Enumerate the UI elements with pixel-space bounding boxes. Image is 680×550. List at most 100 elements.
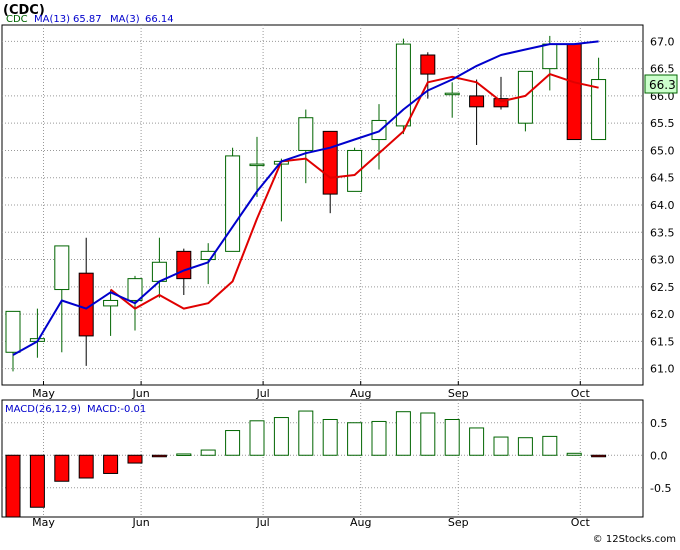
price-x-axis: May Jun Jul Aug Sep Oct	[32, 387, 590, 400]
candle-body	[591, 79, 607, 141]
candle-up	[371, 104, 387, 170]
candle-up	[249, 136, 265, 197]
legend-symbol: CDC	[6, 14, 28, 25]
macd-bar-negative	[78, 454, 94, 479]
macd-bar-positive	[371, 420, 387, 456]
candle-up	[517, 70, 533, 132]
price-y-tick-label: 63.5	[650, 226, 675, 239]
candle-body	[542, 43, 558, 70]
macd-panel-frame	[1, 399, 644, 518]
candle-up	[347, 147, 363, 192]
price-grid	[2, 25, 643, 385]
candle-up	[395, 38, 411, 135]
macd-bar-positive	[298, 410, 314, 456]
last-price-tag-label: 66.3	[649, 78, 676, 92]
macd-bar-positive	[200, 449, 216, 456]
price-x-tick-label: Aug	[350, 387, 371, 400]
macd-panel: 0.5 0.0 -0.5 May Jun Jul Aug Sep Oct MACD(26,12…	[1, 399, 671, 529]
price-y-tick-label: 65.5	[650, 117, 675, 130]
legend-ma3-label: MA(3)	[110, 14, 140, 25]
chart-title: (CDC)	[3, 3, 45, 18]
macd-bar-positive	[566, 452, 582, 456]
macd-bar-positive	[517, 437, 533, 456]
candle-body	[54, 245, 70, 291]
price-y-tick-label: 66.5	[650, 63, 675, 76]
legend-ma3-value: 66.14	[145, 14, 174, 25]
price-y-tick-label: 61.5	[650, 335, 675, 348]
macd-bar-positive	[322, 419, 338, 456]
watermark: © 12Stocks.com	[593, 534, 676, 545]
macd-y-tick-label: 0.5	[650, 417, 668, 430]
macd-x-tick-label: Sep	[448, 516, 469, 529]
price-y-tick-label: 65.0	[650, 144, 675, 157]
candle-body	[322, 130, 338, 195]
candle-body	[249, 163, 265, 167]
price-y-tick-label: 67.0	[650, 35, 675, 48]
price-y-tick-label: 62.0	[650, 308, 675, 321]
macd-bar-positive	[176, 453, 192, 456]
candle-body	[566, 43, 582, 141]
macd-bar-positive	[249, 420, 265, 456]
candle-up	[591, 57, 607, 141]
macd-x-tick-label: Aug	[350, 516, 371, 529]
price-panel: 61.0 61.5 62.0 62.5 63.0 63.5 64.0 64.5 65.0 65.5…	[1, 3, 678, 400]
candle-body	[176, 250, 192, 280]
macd-bar-negative	[591, 454, 607, 458]
candle-body	[395, 43, 411, 127]
macd-bar-negative	[29, 454, 45, 508]
candle-body	[444, 92, 460, 96]
macd-x-tick-label: Jul	[255, 516, 269, 529]
last-price-tag-box	[644, 74, 678, 94]
candle-body	[493, 98, 509, 108]
candle-up	[151, 237, 167, 298]
candle-up	[444, 82, 460, 118]
price-x-tick-label: Oct	[571, 387, 591, 400]
legend-ma13-value: 65.87	[73, 14, 102, 25]
candle-body	[420, 54, 436, 75]
price-y-tick-label: 63.0	[650, 254, 675, 267]
candle-body	[200, 250, 216, 261]
candle-up	[5, 310, 21, 372]
price-y-tick-label: 64.5	[650, 172, 675, 185]
macd-bar-positive	[395, 411, 411, 456]
price-y-tick-label: 61.0	[650, 363, 675, 376]
macd-bar-negative	[5, 454, 21, 518]
candle-up	[103, 289, 119, 336]
macd-bar-negative	[127, 454, 143, 464]
candle-body	[127, 278, 143, 301]
macd-bar-negative	[151, 454, 167, 458]
macd-bar-positive	[225, 430, 241, 456]
ma13-line	[12, 40, 599, 356]
macd-bar-positive	[420, 412, 436, 456]
macd-bar-positive	[347, 422, 363, 456]
macd-bar-positive	[469, 427, 485, 456]
legend-ma13-label: MA(13)	[34, 14, 70, 25]
macd-bar-negative	[54, 454, 70, 482]
candle-body	[103, 299, 119, 307]
candle-body	[225, 155, 241, 252]
moving-average-lines	[12, 40, 599, 356]
price-y-tick-label: 62.5	[650, 281, 675, 294]
candle-up	[225, 147, 241, 252]
candle-up	[200, 243, 216, 285]
price-x-tick-label: Jul	[255, 387, 269, 400]
macd-legend-label: MACD(26,12,9)	[5, 404, 81, 415]
price-x-tick-label: May	[32, 387, 55, 400]
macd-y-axis: 0.5 0.0 -0.5	[650, 417, 671, 495]
candle-body	[298, 117, 314, 151]
candle-down	[493, 76, 509, 110]
macd-bar-negative	[103, 454, 119, 474]
macd-bar-positive	[273, 417, 289, 456]
macd-y-tick-label: -0.5	[650, 482, 671, 495]
macd-x-tick-label: May	[32, 516, 55, 529]
macd-legend-value: MACD:-0.01	[87, 404, 146, 415]
macd-bar-positive	[444, 419, 460, 456]
macd-bars	[5, 410, 607, 518]
macd-grid	[2, 400, 643, 517]
ma3-line	[109, 73, 599, 310]
candle-body	[371, 119, 387, 141]
macd-bar-positive	[493, 436, 509, 456]
candle-down	[469, 79, 485, 145]
